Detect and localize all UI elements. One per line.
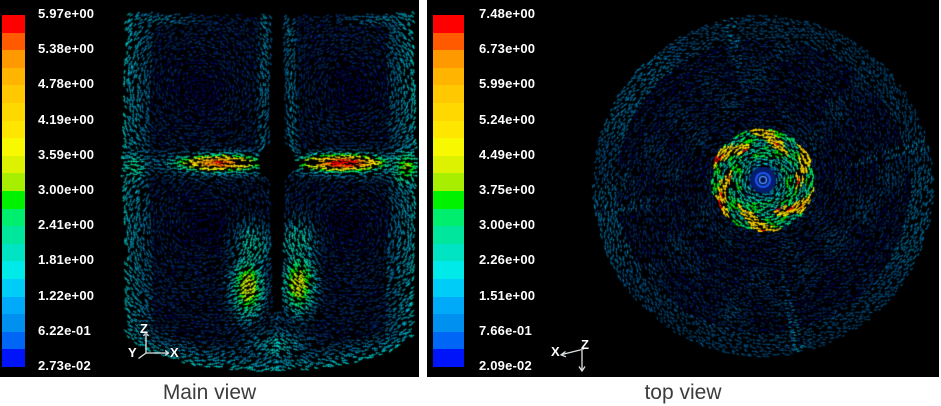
colorbar-label: 7.66e-01 <box>479 322 532 338</box>
colorbar-label: 3.00e+00 <box>38 182 95 197</box>
main-view-caption: Main view <box>162 381 257 404</box>
colorbar-label: 2.73e-02 <box>38 358 91 373</box>
colorbar-band <box>433 50 464 68</box>
main-colorbar-labels: 5.97e+00 5.38e+00 4.78e+00 4.19e+00 3.59e+00… <box>0 0 419 377</box>
colorbar-label: 5.24e+00 <box>479 111 536 127</box>
colorbar-band <box>2 120 25 139</box>
top-colorbar-labels: 7.48e+00 6.73e+00 5.99e+00 5.24e+00 4.49e+00… <box>427 0 939 377</box>
axis-z-label: Z <box>581 337 589 352</box>
colorbar-label: 5.99e+00 <box>479 76 536 92</box>
colorbar-band <box>433 138 464 156</box>
colorbar-band <box>433 155 464 174</box>
colorbar-band <box>2 138 25 156</box>
colorbar-band <box>433 331 464 350</box>
top-view-panel: 7.48e+00 6.73e+00 5.99e+00 5.24e+00 4.49e+00… <box>427 0 939 377</box>
colorbar-label: 3.00e+00 <box>479 217 536 233</box>
main-colorbar <box>2 15 25 367</box>
colorbar-band <box>433 261 464 279</box>
axis-x-label: X <box>170 345 179 360</box>
colorbar-band <box>433 278 464 297</box>
colorbar-label: 6.73e+00 <box>479 41 536 57</box>
main-view-vector-field <box>0 0 419 377</box>
colorbar-band <box>433 314 464 332</box>
top-view-caption: top view <box>644 381 722 404</box>
colorbar-band <box>2 314 25 332</box>
colorbar-band <box>2 67 25 86</box>
axis-x-label: X <box>551 344 560 359</box>
axis-z-label: Z <box>140 321 148 336</box>
colorbar-band <box>2 243 25 262</box>
colorbar-label: 2.09e-02 <box>479 358 532 373</box>
main-view-panel: 5.97e+00 5.38e+00 4.78e+00 4.19e+00 3.59e+00… <box>0 0 419 377</box>
colorbar-label: 4.49e+00 <box>479 146 536 162</box>
top-colorbar <box>433 15 464 367</box>
colorbar-band <box>2 226 25 244</box>
colorbar-label: 4.78e+00 <box>38 76 95 92</box>
colorbar-band <box>2 208 25 227</box>
colorbar-label: 2.26e+00 <box>479 252 536 268</box>
colorbar-label: 6.22e-01 <box>38 322 91 338</box>
colorbar-band <box>2 173 25 191</box>
colorbar-band <box>433 67 464 86</box>
top-view-vector-field <box>427 0 939 377</box>
colorbar-band <box>433 226 464 244</box>
colorbar-label: 7.48e+00 <box>479 6 536 21</box>
colorbar-band <box>433 296 464 315</box>
colorbar-band <box>2 278 25 297</box>
colorbar-label: 1.81e+00 <box>38 252 95 268</box>
colorbar-band <box>433 85 464 103</box>
colorbar-label: 1.51e+00 <box>479 287 536 303</box>
colorbar-band <box>2 102 25 121</box>
colorbar-band <box>2 32 25 51</box>
colorbar-band <box>2 190 25 209</box>
colorbar-band <box>433 32 464 51</box>
colorbar-band <box>433 208 464 227</box>
colorbar-band <box>2 85 25 103</box>
colorbar-band <box>433 349 464 367</box>
colorbar-label: 5.38e+00 <box>38 41 95 57</box>
colorbar-band <box>433 102 464 121</box>
colorbar-band <box>2 296 25 315</box>
main-axis-triad-icon <box>138 331 170 360</box>
colorbar-band <box>433 15 464 33</box>
colorbar-band <box>2 261 25 279</box>
colorbar-label: 5.97e+00 <box>38 6 95 21</box>
colorbar-band <box>433 173 464 191</box>
colorbar-band <box>2 349 25 367</box>
colorbar-label: 3.59e+00 <box>38 146 95 162</box>
colorbar-label: 4.19e+00 <box>38 111 95 127</box>
colorbar-band <box>2 155 25 174</box>
colorbar-band <box>433 120 464 139</box>
colorbar-label: 2.41e+00 <box>38 217 95 233</box>
colorbar-band <box>2 50 25 68</box>
axis-y-label: Y <box>128 345 137 360</box>
colorbar-band <box>433 190 464 209</box>
top-axis-triad-icon <box>559 348 586 373</box>
colorbar-label: 3.75e+00 <box>479 182 536 197</box>
colorbar-band <box>2 331 25 350</box>
colorbar-band <box>2 15 25 33</box>
colorbar-label: 1.22e+00 <box>38 287 95 303</box>
colorbar-band <box>433 243 464 262</box>
